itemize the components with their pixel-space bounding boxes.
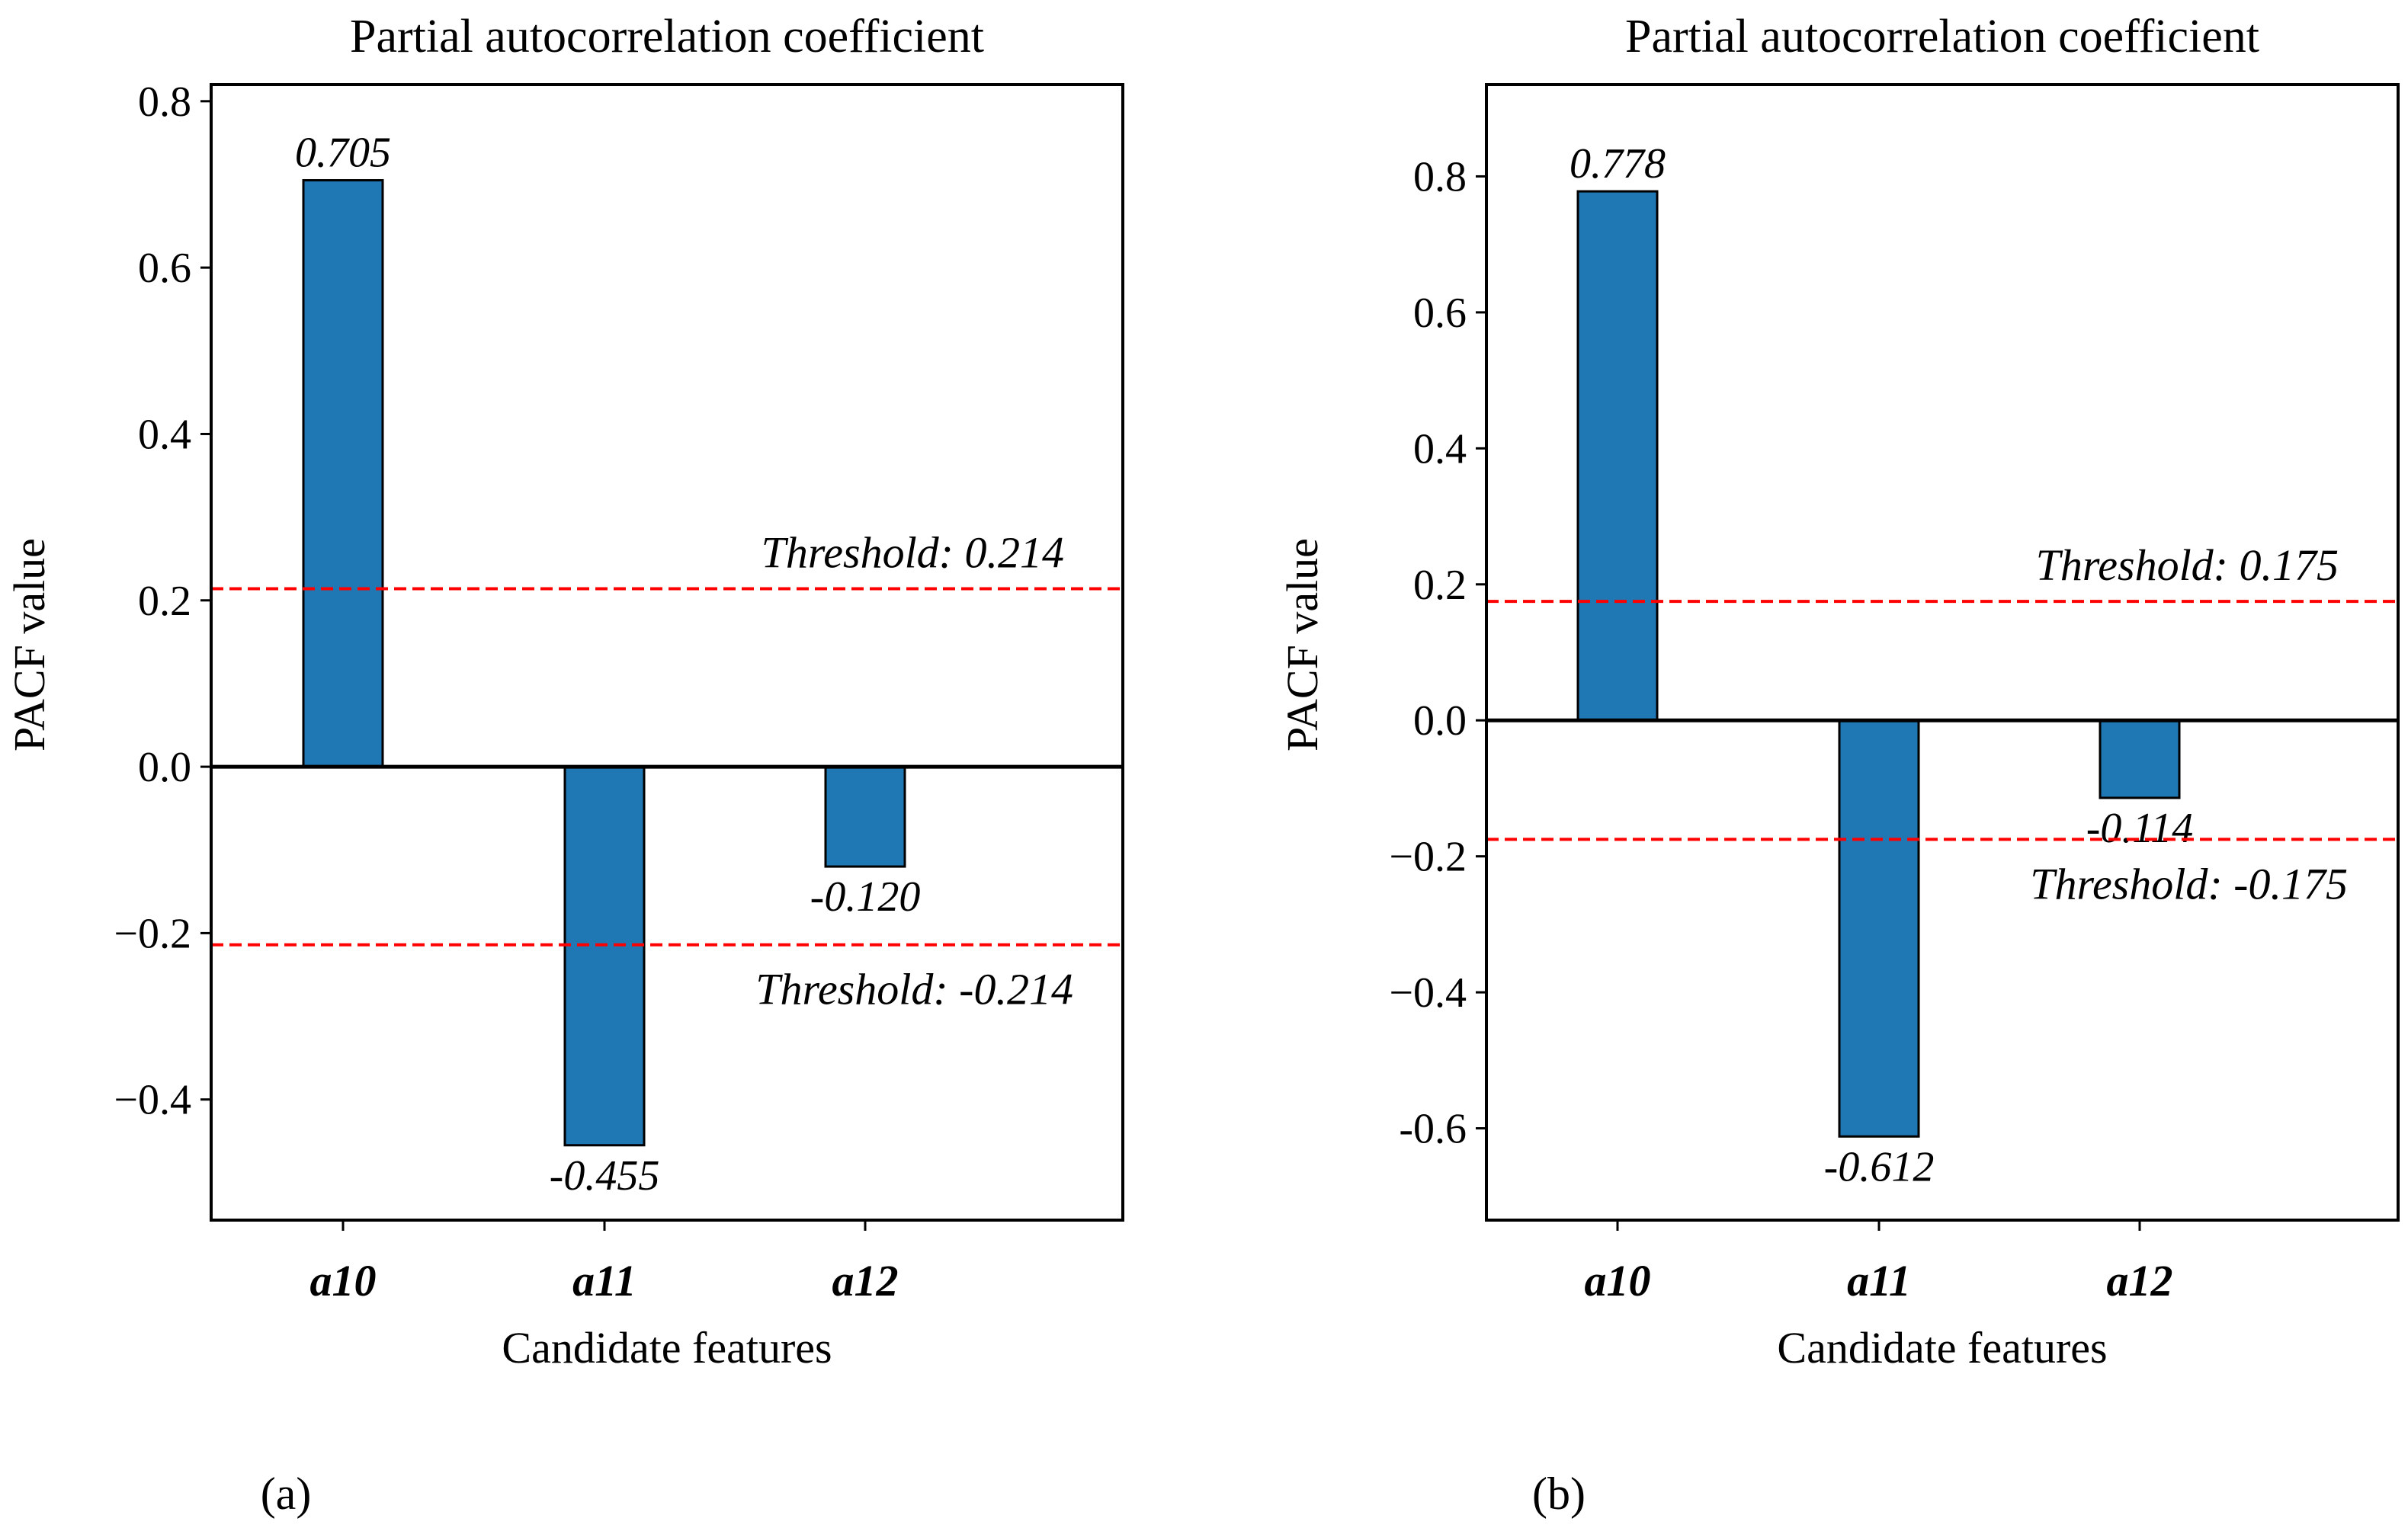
threshold-label-lower: Threshold: -0.175 xyxy=(2030,859,2348,908)
y-tick-label: 0.8 xyxy=(1413,153,1467,200)
bar-a11 xyxy=(1838,719,1920,1138)
y-axis-label: PACF value xyxy=(1278,538,1327,751)
y-tick-label: 0.2 xyxy=(1413,562,1467,609)
y-tick-label: −0.2 xyxy=(114,910,191,957)
y-tick-label: 0.2 xyxy=(138,578,191,625)
bar-a11 xyxy=(563,765,646,1147)
panel-label: (a) xyxy=(261,1469,312,1519)
bar-a10 xyxy=(302,179,384,768)
bar-a10 xyxy=(1576,190,1659,722)
y-tick-label: −0.4 xyxy=(1389,969,1467,1017)
data-label-a12: -0.114 xyxy=(2086,805,2194,852)
y-tick-label: −0.2 xyxy=(1389,834,1467,881)
y-tick-label: 0.4 xyxy=(138,411,191,458)
y-tick-label: 0.8 xyxy=(138,78,191,126)
y-axis-label: PACF value xyxy=(5,538,54,751)
y-tick-label: 0.6 xyxy=(1413,290,1467,337)
x-axis-label: Candidate features xyxy=(502,1323,832,1373)
panel-label: (b) xyxy=(1532,1469,1586,1519)
data-label-a12: -0.120 xyxy=(810,873,921,921)
y-tick-label: 0.0 xyxy=(138,744,191,791)
x-tick-label-a12: a12 xyxy=(2107,1256,2173,1305)
data-label-a10: 0.778 xyxy=(1570,140,1666,187)
data-label-a11: -0.455 xyxy=(550,1152,660,1200)
x-tick-label-a10: a10 xyxy=(1585,1256,1651,1305)
y-tick-label: 0.6 xyxy=(138,245,191,292)
threshold-label-lower: Threshold: -0.214 xyxy=(755,965,1073,1014)
y-tick-label: −0.4 xyxy=(114,1077,191,1124)
bar-a12 xyxy=(824,765,906,868)
y-tick-label: 0.0 xyxy=(1413,697,1467,745)
y-tick-label: 0.4 xyxy=(1413,425,1467,472)
x-tick-label-a11: a11 xyxy=(1847,1256,1911,1305)
data-label-a10: 0.705 xyxy=(295,130,391,177)
x-tick-label-a11: a11 xyxy=(572,1256,636,1305)
x-tick-label-a10: a10 xyxy=(310,1256,377,1305)
data-label-a11: -0.612 xyxy=(1824,1143,1935,1190)
threshold-label-upper: Threshold: 0.214 xyxy=(762,527,1064,577)
y-tick-label: -0.6 xyxy=(1399,1106,1467,1153)
bar-a12 xyxy=(2099,719,2181,799)
plot-frame xyxy=(210,83,1124,1222)
x-tick-label-a12: a12 xyxy=(832,1256,899,1305)
chart-title: Partial autocorrelation coefficient xyxy=(350,11,984,62)
threshold-label-upper: Threshold: 0.175 xyxy=(2036,540,2339,590)
x-axis-label: Candidate features xyxy=(1777,1323,2107,1373)
plot-frame xyxy=(1485,83,2400,1222)
chart-title: Partial autocorrelation coefficient xyxy=(1625,11,2259,62)
